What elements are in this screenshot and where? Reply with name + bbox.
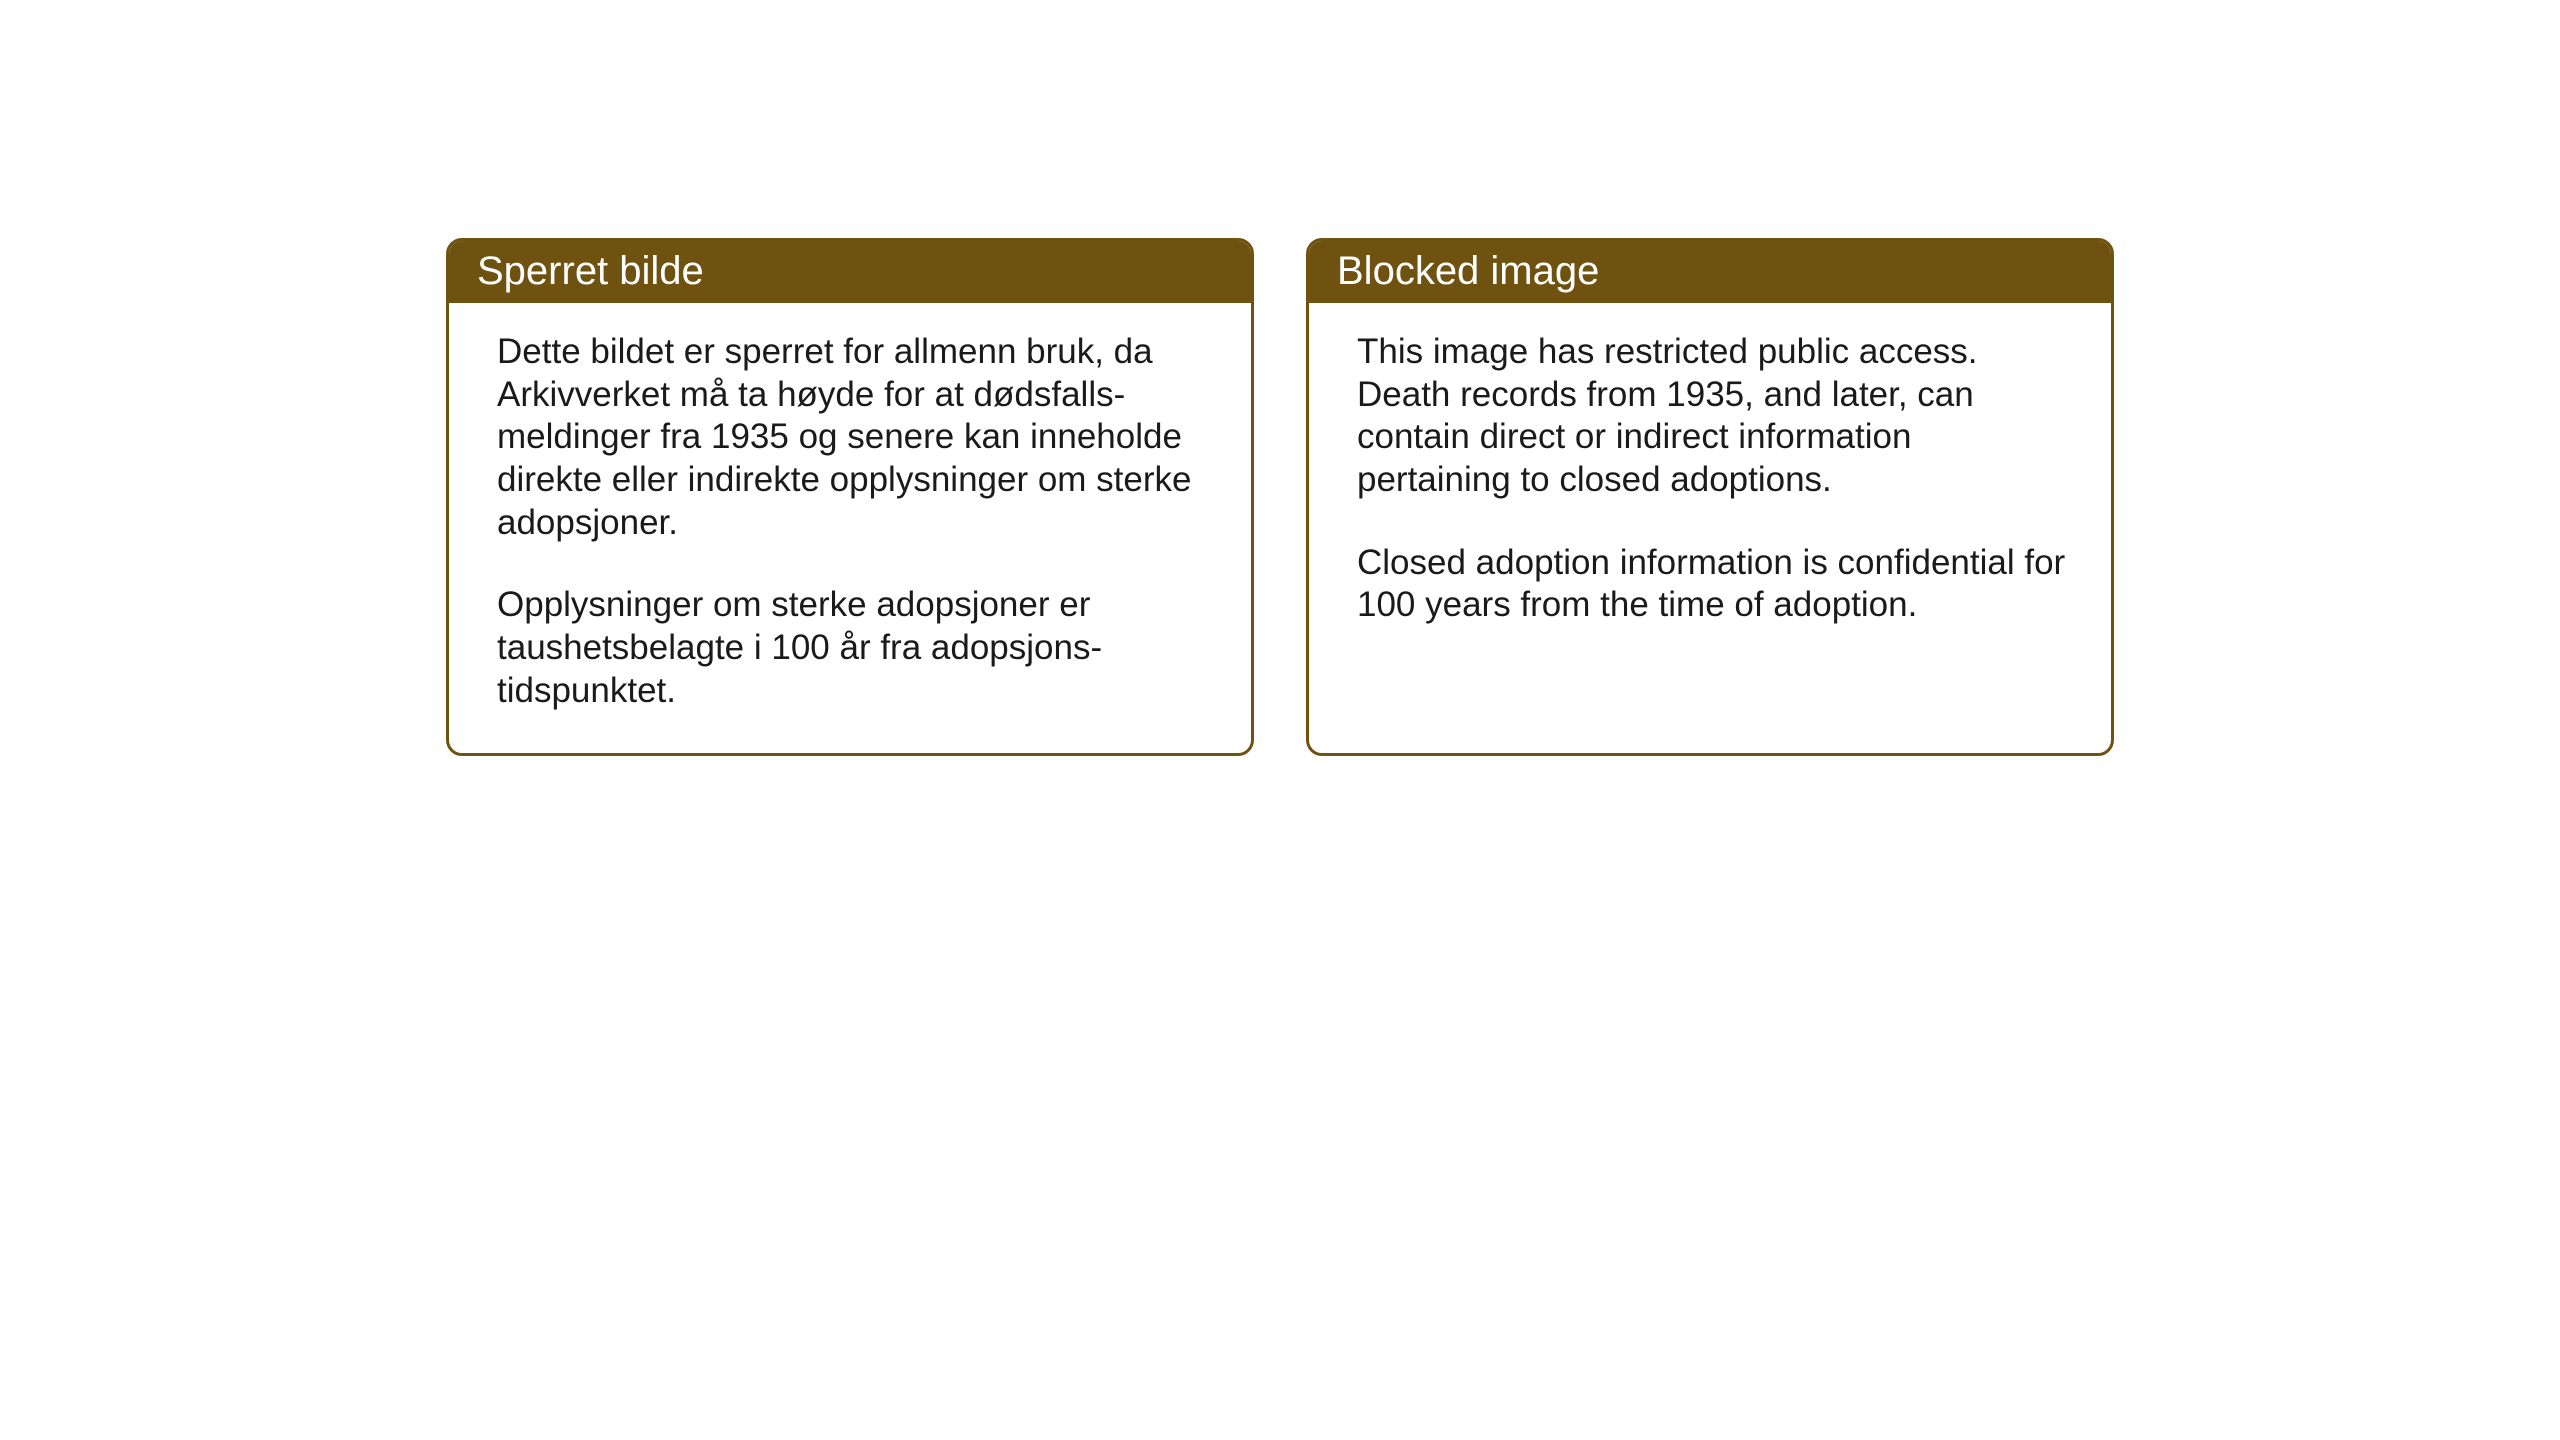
norwegian-card: Sperret bilde Dette bildet er sperret fo… bbox=[446, 238, 1254, 756]
norwegian-paragraph-1: Dette bildet er sperret for allmenn bruk… bbox=[497, 331, 1211, 544]
english-paragraph-2: Closed adoption information is confident… bbox=[1357, 542, 2071, 627]
norwegian-paragraph-2: Opplysninger om sterke adopsjoner er tau… bbox=[497, 584, 1211, 712]
norwegian-card-title: Sperret bilde bbox=[449, 241, 1251, 303]
norwegian-card-body: Dette bildet er sperret for allmenn bruk… bbox=[449, 303, 1251, 753]
cards-container: Sperret bilde Dette bildet er sperret fo… bbox=[446, 238, 2114, 756]
english-card: Blocked image This image has restricted … bbox=[1306, 238, 2114, 756]
english-paragraph-1: This image has restricted public access.… bbox=[1357, 331, 2071, 502]
english-card-body: This image has restricted public access.… bbox=[1309, 303, 2111, 667]
english-card-title: Blocked image bbox=[1309, 241, 2111, 303]
